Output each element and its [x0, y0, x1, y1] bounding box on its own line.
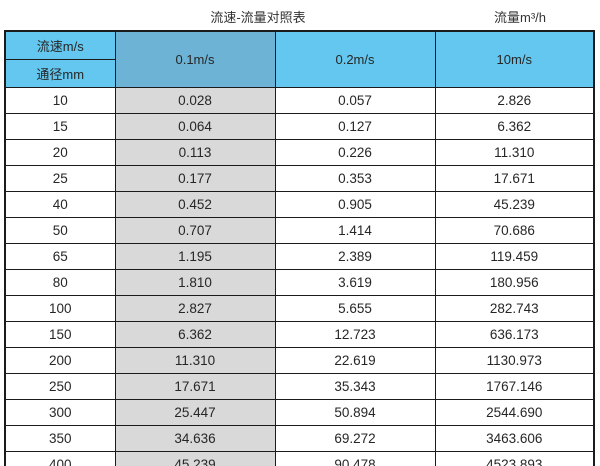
- value-cell: 11.310: [434, 139, 595, 166]
- value-cell: 17.671: [114, 373, 276, 400]
- diameter-cell: 40: [4, 191, 116, 218]
- value-cell: 3463.606: [434, 425, 595, 452]
- table-row: 65 1.195 2.389 119.459: [4, 243, 595, 270]
- value-cell: 1.810: [114, 269, 276, 296]
- value-cell: 0.057: [274, 87, 436, 114]
- flow-unit-label: 流量m³/h: [493, 10, 547, 25]
- value-cell: 22.619: [274, 347, 436, 374]
- value-cell: 69.272: [274, 425, 436, 452]
- value-cell: 282.743: [434, 295, 595, 322]
- value-cell: 70.686: [434, 217, 595, 244]
- diameter-cell: 300: [4, 399, 116, 426]
- value-cell: 2.827: [114, 295, 276, 322]
- value-cell: 0.905: [274, 191, 436, 218]
- value-cell: 45.239: [114, 451, 276, 466]
- value-cell: 0.177: [114, 165, 276, 192]
- page-title: 流速-流量对照表: [210, 10, 306, 25]
- table-row: 300 25.447 50.894 2544.690: [4, 399, 595, 426]
- value-cell: 5.655: [274, 295, 436, 322]
- value-cell: 1.195: [114, 243, 276, 270]
- value-cell: 0.028: [114, 87, 276, 114]
- flow-rate-table: 流速m/s 0.1m/s 0.2m/s 10m/s 通径mm 10 0.028 …: [4, 30, 595, 466]
- corner-cell-diameter: 通径mm: [4, 59, 116, 88]
- value-cell: 1130.973: [434, 347, 595, 374]
- value-cell: 119.459: [434, 243, 595, 270]
- value-cell: 34.636: [114, 425, 276, 452]
- value-cell: 636.173: [434, 321, 595, 348]
- table-row: 50 0.707 1.414 70.686: [4, 217, 595, 244]
- value-cell: 11.310: [114, 347, 276, 374]
- value-cell: 4523.893: [434, 451, 595, 466]
- diameter-cell: 65: [4, 243, 116, 270]
- value-cell: 25.447: [114, 399, 276, 426]
- value-cell: 6.362: [434, 113, 595, 140]
- value-cell: 0.353: [274, 165, 436, 192]
- diameter-cell: 150: [4, 321, 116, 348]
- value-cell: 6.362: [114, 321, 276, 348]
- value-cell: 50.894: [274, 399, 436, 426]
- diameter-cell: 25: [4, 165, 116, 192]
- value-cell: 45.239: [434, 191, 595, 218]
- table-row: 25 0.177 0.353 17.671: [4, 165, 595, 192]
- header-row-bottom: 通径mm: [4, 59, 594, 88]
- value-cell: 0.064: [114, 113, 276, 140]
- diameter-cell: 100: [4, 295, 116, 322]
- table-row: 15 0.064 0.127 6.362: [4, 113, 595, 140]
- table-row: 200 11.310 22.619 1130.973: [4, 347, 595, 374]
- value-cell: 1.414: [274, 217, 436, 244]
- value-cell: 0.226: [274, 139, 436, 166]
- table-row: 40 0.452 0.905 45.239: [4, 191, 595, 218]
- value-cell: 0.452: [114, 191, 276, 218]
- value-cell: 0.127: [274, 113, 436, 140]
- corner-cell-flow-speed: 流速m/s: [4, 30, 116, 60]
- value-cell: 90.478: [274, 451, 436, 466]
- diameter-cell: 350: [4, 425, 116, 452]
- value-cell: 35.343: [274, 373, 436, 400]
- table-row: 100 2.827 5.655 282.743: [4, 295, 595, 322]
- value-cell: 3.619: [274, 269, 436, 296]
- table-row: 350 34.636 69.272 3463.606: [4, 425, 595, 452]
- value-cell: 180.956: [434, 269, 595, 296]
- diameter-cell: 250: [4, 373, 116, 400]
- diameter-cell: 20: [4, 139, 116, 166]
- table-row: 20 0.113 0.226 11.310: [4, 139, 595, 166]
- header-row-top: 流速m/s 0.1m/s 0.2m/s 10m/s: [4, 30, 595, 88]
- table-row: 150 6.362 12.723 636.173: [4, 321, 595, 348]
- diameter-cell: 15: [4, 113, 116, 140]
- value-cell: 0.707: [114, 217, 276, 244]
- diameter-cell: 50: [4, 217, 116, 244]
- value-cell: 2.389: [274, 243, 436, 270]
- title-bar: 流速-流量对照表 流量m³/h: [0, 0, 600, 30]
- value-cell: 0.113: [114, 139, 276, 166]
- value-cell: 2544.690: [434, 399, 595, 426]
- table-row: 400 45.239 90.478 4523.893: [4, 451, 595, 466]
- table-row: 10 0.028 0.057 2.826: [4, 87, 595, 114]
- value-cell: 2.826: [434, 87, 595, 114]
- value-cell: 17.671: [434, 165, 595, 192]
- diameter-cell: 10: [4, 87, 116, 114]
- diameter-cell: 80: [4, 269, 116, 296]
- table-row: 80 1.810 3.619 180.956: [4, 269, 595, 296]
- diameter-cell: 200: [4, 347, 116, 374]
- diameter-cell: 400: [4, 451, 116, 466]
- column-header-10ms: 10m/s: [434, 30, 595, 88]
- table-row: 250 17.671 35.343 1767.146: [4, 373, 595, 400]
- column-header-01ms: 0.1m/s: [114, 30, 276, 88]
- column-header-02ms: 0.2m/s: [274, 30, 436, 88]
- value-cell: 1767.146: [434, 373, 595, 400]
- value-cell: 12.723: [274, 321, 436, 348]
